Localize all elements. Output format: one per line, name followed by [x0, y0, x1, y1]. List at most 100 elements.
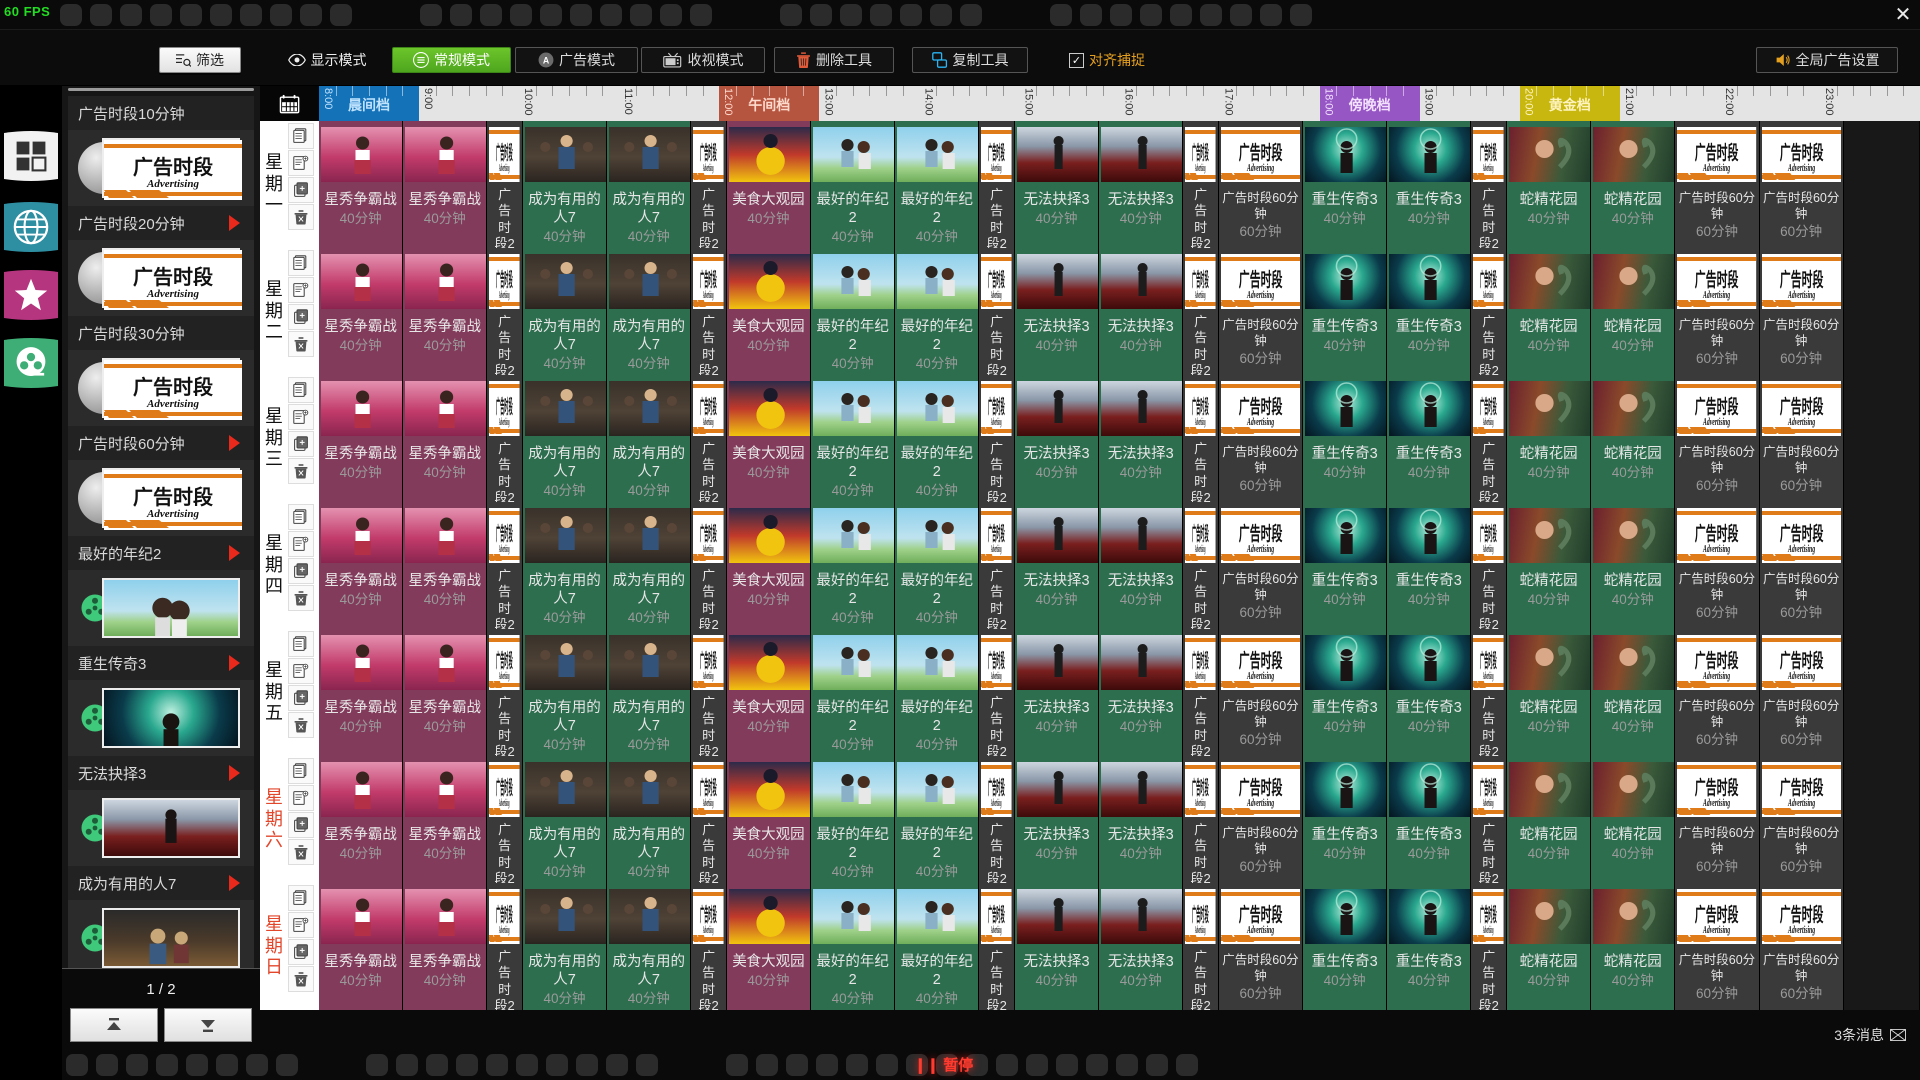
svg-text:广告时段: 广告时段: [988, 649, 1005, 671]
svg-text:Advertising: Advertising: [703, 925, 714, 936]
svg-text:广告时段: 广告时段: [988, 395, 1005, 417]
svg-text:广告时段: 广告时段: [988, 141, 1005, 163]
svg-text:广告时段: 广告时段: [988, 268, 1005, 290]
svg-text:Advertising: Advertising: [703, 163, 714, 174]
svg-text:Advertising: Advertising: [1703, 797, 1731, 808]
svg-text:Advertising: Advertising: [991, 290, 1002, 301]
svg-text:Advertising: Advertising: [1195, 671, 1206, 682]
svg-text:Advertising: Advertising: [1483, 925, 1494, 936]
svg-text:Advertising: Advertising: [1195, 417, 1206, 428]
svg-text:广告时段: 广告时段: [133, 155, 213, 179]
svg-text:Advertising: Advertising: [1787, 289, 1815, 300]
svg-text:广告时段: 广告时段: [496, 522, 513, 544]
svg-text:广告时段: 广告时段: [1239, 649, 1283, 672]
svg-text:Advertising: Advertising: [1703, 924, 1731, 935]
svg-text:广告时段: 广告时段: [1192, 776, 1209, 798]
svg-text:Advertising: Advertising: [499, 798, 510, 809]
svg-text:Advertising: Advertising: [1483, 544, 1494, 555]
svg-text:Advertising: Advertising: [1246, 162, 1274, 173]
svg-text:广告时段: 广告时段: [496, 141, 513, 163]
svg-text:Advertising: Advertising: [703, 290, 714, 301]
svg-text:广告时段: 广告时段: [1192, 903, 1209, 925]
svg-text:广告时段: 广告时段: [1779, 776, 1823, 799]
svg-text:Advertising: Advertising: [1195, 925, 1206, 936]
svg-text:Advertising: Advertising: [1483, 671, 1494, 682]
svg-text:广告时段: 广告时段: [1695, 649, 1739, 672]
svg-text:广告时段: 广告时段: [1239, 141, 1283, 164]
svg-text:Advertising: Advertising: [1787, 924, 1815, 935]
svg-text:Advertising: Advertising: [703, 671, 714, 682]
svg-text:广告时段: 广告时段: [1192, 395, 1209, 417]
svg-text:广告时段: 广告时段: [496, 649, 513, 671]
svg-text:广告时段: 广告时段: [133, 485, 213, 509]
svg-text:广告时段: 广告时段: [1695, 903, 1739, 926]
svg-text:Advertising: Advertising: [991, 671, 1002, 682]
svg-text:Advertising: Advertising: [991, 544, 1002, 555]
svg-text:广告时段: 广告时段: [1480, 903, 1497, 925]
svg-text:Advertising: Advertising: [1483, 290, 1494, 301]
svg-text:Advertising: Advertising: [1246, 797, 1274, 808]
svg-text:广告时段: 广告时段: [1192, 268, 1209, 290]
svg-text:广告时段: 广告时段: [1779, 522, 1823, 545]
svg-text:Advertising: Advertising: [1195, 798, 1206, 809]
svg-text:广告时段: 广告时段: [133, 375, 213, 399]
svg-text:广告时段: 广告时段: [1239, 268, 1283, 291]
svg-text:Advertising: Advertising: [499, 163, 510, 174]
svg-text:广告时段: 广告时段: [1695, 268, 1739, 291]
svg-text:广告时段: 广告时段: [700, 776, 717, 798]
svg-text:广告时段: 广告时段: [1239, 395, 1283, 418]
svg-text:Advertising: Advertising: [1195, 163, 1206, 174]
svg-text:Advertising: Advertising: [1483, 163, 1494, 174]
svg-text:Advertising: Advertising: [703, 798, 714, 809]
svg-text:Advertising: Advertising: [1246, 416, 1274, 427]
svg-text:Advertising: Advertising: [991, 417, 1002, 428]
svg-text:Advertising: Advertising: [1246, 289, 1274, 300]
svg-text:Advertising: Advertising: [146, 508, 199, 520]
svg-text:广告时段: 广告时段: [1779, 649, 1823, 672]
svg-text:Advertising: Advertising: [991, 163, 1002, 174]
svg-text:Advertising: Advertising: [1787, 670, 1815, 681]
svg-text:广告时段: 广告时段: [496, 268, 513, 290]
svg-text:广告时段: 广告时段: [700, 141, 717, 163]
svg-text:广告时段: 广告时段: [1695, 776, 1739, 799]
svg-text:Advertising: Advertising: [499, 544, 510, 555]
svg-text:广告时段: 广告时段: [1480, 776, 1497, 798]
svg-text:Advertising: Advertising: [1703, 543, 1731, 554]
svg-text:广告时段: 广告时段: [1192, 141, 1209, 163]
svg-text:Advertising: Advertising: [1195, 290, 1206, 301]
svg-text:广告时段: 广告时段: [1695, 395, 1739, 418]
svg-text:Advertising: Advertising: [1246, 670, 1274, 681]
svg-text:广告时段: 广告时段: [1779, 268, 1823, 291]
svg-text:广告时段: 广告时段: [988, 903, 1005, 925]
svg-text:Advertising: Advertising: [1703, 162, 1731, 173]
svg-text:广告时段: 广告时段: [496, 395, 513, 417]
svg-text:Advertising: Advertising: [499, 925, 510, 936]
svg-text:广告时段: 广告时段: [1239, 522, 1283, 545]
svg-text:Advertising: Advertising: [146, 178, 199, 190]
svg-text:广告时段: 广告时段: [496, 776, 513, 798]
svg-text:广告时段: 广告时段: [700, 903, 717, 925]
svg-text:广告时段: 广告时段: [700, 522, 717, 544]
svg-text:Advertising: Advertising: [991, 925, 1002, 936]
svg-text:广告时段: 广告时段: [1695, 522, 1739, 545]
svg-text:Advertising: Advertising: [499, 417, 510, 428]
svg-text:Advertising: Advertising: [703, 417, 714, 428]
svg-text:Advertising: Advertising: [1787, 416, 1815, 427]
svg-text:广告时段: 广告时段: [1480, 649, 1497, 671]
svg-text:广告时段: 广告时段: [988, 776, 1005, 798]
svg-text:广告时段: 广告时段: [496, 903, 513, 925]
svg-text:广告时段: 广告时段: [1192, 649, 1209, 671]
svg-text:Advertising: Advertising: [991, 798, 1002, 809]
svg-text:广告时段: 广告时段: [133, 265, 213, 289]
svg-text:Advertising: Advertising: [1787, 543, 1815, 554]
svg-text:Advertising: Advertising: [146, 288, 199, 300]
svg-text:Advertising: Advertising: [1787, 797, 1815, 808]
svg-text:广告时段: 广告时段: [1239, 776, 1283, 799]
svg-text:Advertising: Advertising: [1703, 670, 1731, 681]
svg-text:Advertising: Advertising: [1246, 543, 1274, 554]
svg-text:广告时段: 广告时段: [1779, 395, 1823, 418]
svg-text:广告时段: 广告时段: [1480, 268, 1497, 290]
svg-text:Advertising: Advertising: [1195, 544, 1206, 555]
svg-text:广告时段: 广告时段: [700, 395, 717, 417]
svg-text:广告时段: 广告时段: [1779, 903, 1823, 926]
